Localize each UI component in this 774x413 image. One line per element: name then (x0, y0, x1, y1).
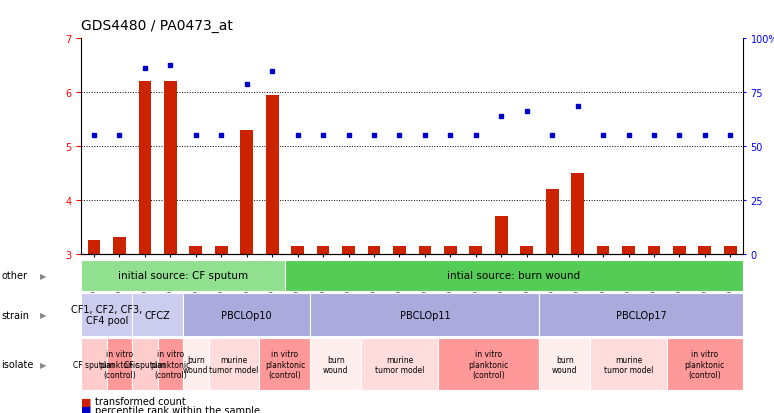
Bar (444, 246, 457, 254)
Bar (259, 339, 310, 390)
Bar (597, 246, 609, 254)
Text: murine
tumor model: murine tumor model (209, 355, 259, 374)
Bar (190, 246, 202, 254)
Text: ▶: ▶ (40, 311, 46, 319)
Text: ■: ■ (81, 405, 92, 413)
Text: burn
wound: burn wound (323, 355, 348, 374)
Bar (495, 216, 508, 254)
Bar (132, 293, 183, 337)
Text: burn
wound: burn wound (183, 355, 208, 374)
Bar (215, 246, 228, 254)
Text: CF sputum: CF sputum (74, 360, 115, 369)
Text: in vitro
planktonic
(control): in vitro planktonic (control) (99, 350, 139, 379)
Bar (469, 246, 482, 254)
Bar (265, 95, 279, 254)
Text: CF sputum: CF sputum (125, 360, 166, 369)
Bar (317, 246, 330, 254)
Text: burn
wound: burn wound (552, 355, 577, 374)
Bar (132, 339, 158, 390)
Bar (666, 339, 743, 390)
Text: intial source: burn wound: intial source: burn wound (447, 271, 580, 281)
Text: in vitro
planktonic
(control): in vitro planktonic (control) (150, 350, 190, 379)
Text: CFCZ: CFCZ (145, 310, 170, 320)
Text: ▶: ▶ (40, 271, 46, 280)
Text: ■: ■ (81, 396, 92, 406)
Bar (139, 82, 151, 254)
Bar (310, 293, 539, 337)
Bar (113, 238, 126, 254)
Bar (591, 339, 666, 390)
Bar (164, 82, 176, 254)
Text: in vitro
planktonic
(control): in vitro planktonic (control) (685, 350, 725, 379)
Text: in vitro
planktonic
(control): in vitro planktonic (control) (265, 350, 305, 379)
Text: murine
tumor model: murine tumor model (375, 355, 424, 374)
Bar (571, 173, 584, 254)
Bar (546, 190, 559, 254)
Bar (419, 246, 431, 254)
Bar (622, 246, 635, 254)
Text: PBCLOp10: PBCLOp10 (221, 310, 272, 320)
Text: isolate: isolate (2, 359, 34, 370)
Text: other: other (2, 271, 28, 281)
Text: percentile rank within the sample: percentile rank within the sample (95, 405, 260, 413)
Text: murine
tumor model: murine tumor model (604, 355, 653, 374)
Bar (291, 246, 304, 254)
Bar (241, 131, 253, 254)
Bar (310, 339, 361, 390)
Bar (393, 246, 406, 254)
Bar (698, 246, 711, 254)
Text: transformed count: transformed count (95, 396, 186, 406)
Text: strain: strain (2, 310, 29, 320)
Bar (158, 339, 183, 390)
Bar (183, 339, 208, 390)
Bar (539, 293, 743, 337)
Bar (81, 339, 107, 390)
Bar (648, 246, 660, 254)
Bar (285, 260, 743, 291)
Bar (87, 240, 101, 254)
Bar (539, 339, 591, 390)
Bar (520, 246, 533, 254)
Bar (81, 293, 132, 337)
Bar (208, 339, 259, 390)
Bar (81, 260, 285, 291)
Bar (183, 293, 310, 337)
Text: PBCLOp11: PBCLOp11 (399, 310, 450, 320)
Text: ▶: ▶ (40, 360, 46, 369)
Bar (107, 339, 132, 390)
Bar (673, 246, 686, 254)
Bar (368, 246, 380, 254)
Bar (361, 339, 437, 390)
Bar (342, 246, 355, 254)
Text: GDS4480 / PA0473_at: GDS4480 / PA0473_at (81, 19, 233, 33)
Bar (724, 246, 737, 254)
Bar (437, 339, 539, 390)
Text: initial source: CF sputum: initial source: CF sputum (118, 271, 248, 281)
Text: in vitro
planktonic
(control): in vitro planktonic (control) (468, 350, 509, 379)
Text: CF1, CF2, CF3,
CF4 pool: CF1, CF2, CF3, CF4 pool (71, 304, 142, 326)
Text: PBCLOp17: PBCLOp17 (616, 310, 666, 320)
